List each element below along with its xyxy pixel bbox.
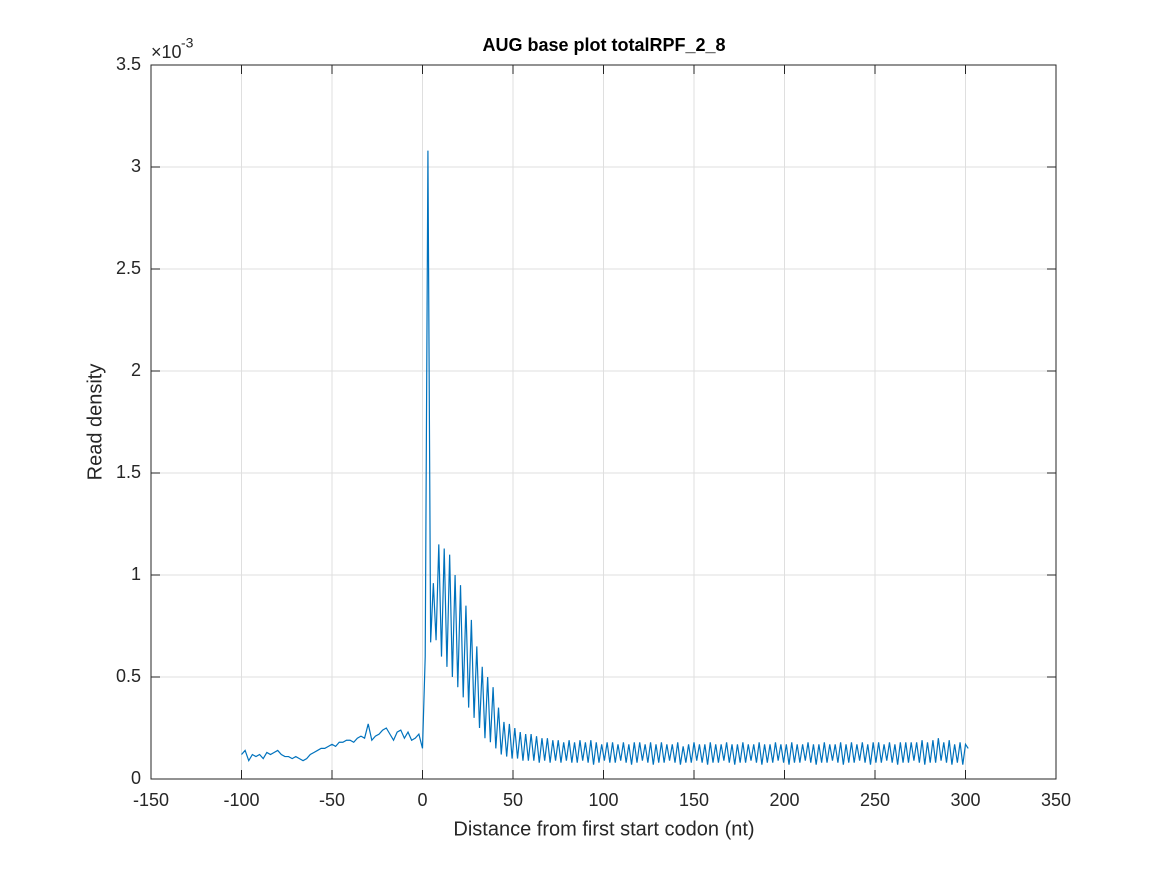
x-tick-label: -100 xyxy=(223,790,259,810)
y-tick-label: 1.5 xyxy=(116,462,141,482)
y-tick-label: 1 xyxy=(131,564,141,584)
x-tick-label: -50 xyxy=(319,790,345,810)
y-tick-label: 2 xyxy=(131,360,141,380)
y-tick-label: 0 xyxy=(131,768,141,788)
x-tick-label: 150 xyxy=(679,790,709,810)
x-axis-label: Distance from first start codon (nt) xyxy=(453,818,754,840)
x-tick-label: 50 xyxy=(503,790,523,810)
x-tick-label: 350 xyxy=(1041,790,1071,810)
y-multiplier-exponent: -3 xyxy=(181,35,194,51)
y-tick-label: 0.5 xyxy=(116,666,141,686)
x-tick-label: 250 xyxy=(860,790,890,810)
y-axis-label: Read density xyxy=(84,364,106,481)
y-tick-label: 2.5 xyxy=(116,258,141,278)
data-line xyxy=(241,150,969,765)
x-tick-label: 200 xyxy=(769,790,799,810)
x-tick-label: -150 xyxy=(133,790,169,810)
y-multiplier: ×10 xyxy=(151,42,182,62)
x-tick-label: 100 xyxy=(588,790,618,810)
plot xyxy=(241,150,969,765)
ticks: -150 -100 -50 0 50 100 150 200 250 300 350 0 0.5 1 1.5… xyxy=(116,54,1071,810)
y-tick-label: 3 xyxy=(131,156,141,176)
x-tick-label: 300 xyxy=(950,790,980,810)
chart-title: AUG base plot totalRPF_2_8 xyxy=(482,35,725,55)
y-tick-label: 3.5 xyxy=(116,54,141,74)
x-tick-label: 0 xyxy=(417,790,427,810)
